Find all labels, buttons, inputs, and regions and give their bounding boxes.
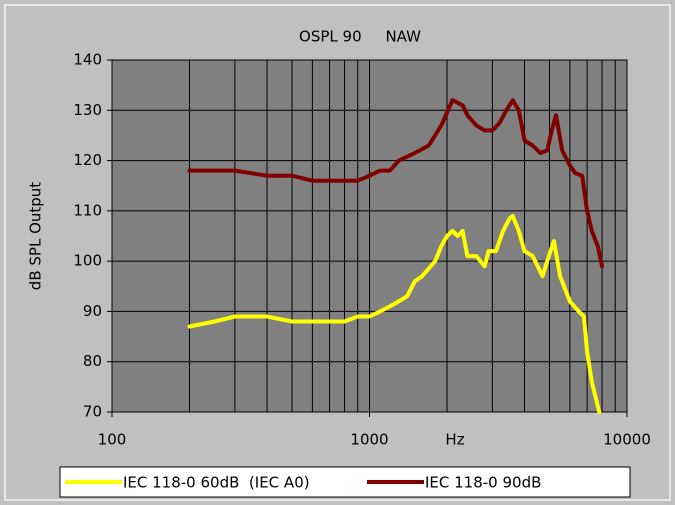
y-tick-label: 80 [83,352,102,370]
y-tick-label: 130 [73,101,102,119]
y-axis-label: dB SPL Output [27,182,45,290]
data-line [187,98,604,269]
y-tick-label: 110 [73,201,102,219]
chart-title: OSPL 90 NAW [299,28,421,46]
y-tick-label: 90 [83,302,102,320]
y-tick-label: 70 [83,403,102,421]
x-tick-label: 100 [98,431,127,449]
data-line [187,213,602,414]
y-tick-label: 120 [73,151,102,169]
legend-label: IEC 118-0 60dB (IEC A0) [123,474,310,492]
legend [59,466,631,498]
plot-border [111,59,628,413]
legend-label: IEC 118-0 90dB [425,474,541,492]
x-tick-label: 10000 [603,431,651,449]
y-tick-label: 100 [73,252,102,270]
x-tick-label: 1000 [350,431,388,449]
y-tick-label: 140 [73,51,102,69]
frame [4,4,671,501]
x-axis-label: Hz [445,431,464,449]
